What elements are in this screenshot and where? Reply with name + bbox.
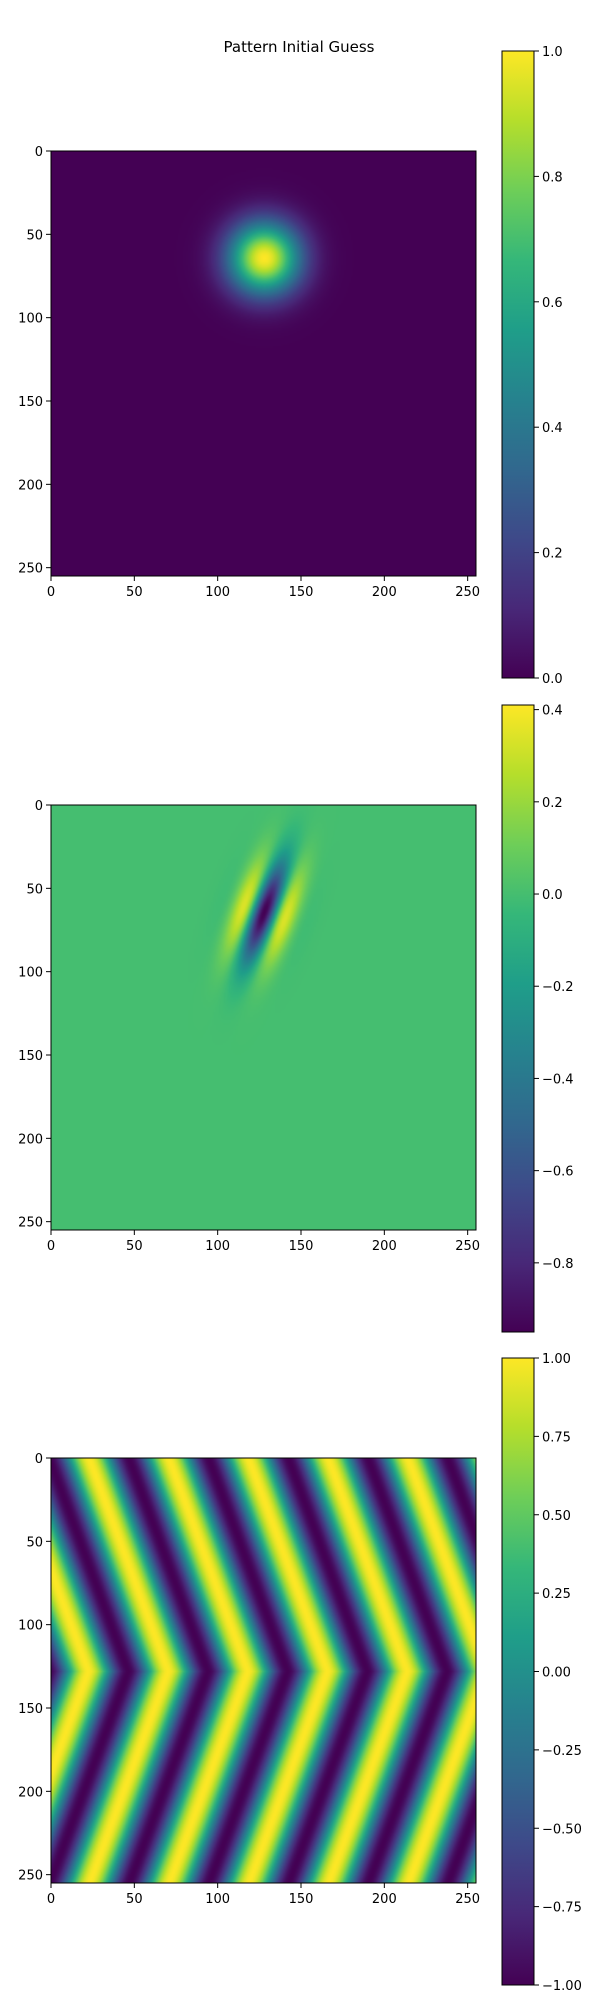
colorbar-tick-label: −0.6 — [542, 1165, 574, 1180]
x-tick-label: 50 — [126, 1892, 143, 1907]
colorbar: −0.8 −0.6 −0.4 −0.2 0.0 0.2 0.4 — [501, 704, 574, 1333]
heatmap-image — [51, 1458, 476, 1883]
colorbar-tick-label: 0.4 — [542, 704, 563, 719]
x-tick-label: 100 — [205, 1239, 230, 1254]
panel-2: 0 50 100 150 200 250050100150200250−0.8−0.6−0… — [18, 704, 574, 1333]
panel-1: 0 50 100 150 200 2500501001502002500.00.20.40… — [18, 45, 563, 687]
y-tick-label: 250 — [18, 1869, 43, 1884]
colorbar-tick-label: 0.6 — [542, 296, 563, 311]
colorbar-tick-label: 0.50 — [542, 1509, 571, 1524]
x-tick-label: 50 — [126, 585, 143, 600]
axes-frame — [50, 1457, 477, 1884]
colorbar-tick-label: 1.0 — [542, 45, 563, 60]
colorbar-tick-label: −0.8 — [542, 1257, 574, 1272]
x-tick-label: 0 — [47, 1239, 55, 1254]
y-tick-label: 50 — [26, 882, 43, 897]
colorbar-tick-label: 0.2 — [542, 547, 563, 562]
colorbar-tick-label: 0.4 — [542, 421, 563, 436]
x-tick-label: 150 — [289, 1239, 314, 1254]
x-tick-label: 200 — [372, 1892, 397, 1907]
y-tick-label: 0 — [35, 145, 43, 160]
colorbar-gradient — [502, 1358, 534, 1985]
colorbar: 0.0 0.2 0.4 0.6 0.8 1.0 — [501, 45, 563, 687]
y-tick-label: 50 — [26, 1535, 43, 1550]
x-tick-label: 100 — [205, 1892, 230, 1907]
y-tick-label: 200 — [18, 1132, 43, 1147]
colorbar-tick-label: 0.25 — [542, 1587, 571, 1602]
heatmap-image — [51, 151, 476, 576]
colorbar-tick-label: −0.75 — [542, 1901, 582, 1916]
colorbar-tick-label: −0.50 — [542, 1822, 582, 1837]
colorbar-tick-label: 0.0 — [542, 672, 563, 687]
y-tick-label: 150 — [18, 1702, 43, 1717]
x-tick-label: 150 — [289, 585, 314, 600]
x-tick-label: 50 — [126, 1239, 143, 1254]
colorbar: −1.00 −0.75 −0.50 −0.25 0.00 0.25 0.50 0.75 1.00 — [501, 1352, 582, 1994]
x-tick-label: 250 — [455, 1239, 480, 1254]
x-tick-label: 200 — [372, 1239, 397, 1254]
y-tick-label: 100 — [18, 966, 43, 981]
colorbar-tick-label: 0.8 — [542, 170, 563, 185]
colorbar-tick-label: 0.75 — [542, 1430, 571, 1445]
heatmap-image — [51, 805, 476, 1230]
y-tick-label: 200 — [18, 1785, 43, 1800]
colorbar-tick-label: 0.2 — [542, 796, 563, 811]
colorbar-tick-label: −0.4 — [542, 1072, 574, 1087]
panel-3: 0 50 100 150 200 250 0 50 100 150 200 250 −1.00 −0.75… — [18, 1352, 582, 1994]
y-tick-label: 100 — [18, 1619, 43, 1634]
colorbar-frame — [501, 50, 535, 679]
y-tick-label: 0 — [35, 799, 43, 814]
colorbar-gradient — [502, 705, 534, 1332]
y-tick-label: 250 — [18, 562, 43, 577]
figure-title: Pattern Initial Guess — [224, 38, 375, 56]
x-tick-label: 200 — [372, 585, 397, 600]
axes-frame — [50, 150, 477, 577]
axes-frame — [50, 804, 477, 1231]
y-tick-label: 250 — [18, 1216, 43, 1231]
x-tick-label: 150 — [289, 1892, 314, 1907]
y-tick-label: 50 — [26, 228, 43, 243]
y-tick-label: 150 — [18, 1049, 43, 1064]
x-tick-label: 0 — [47, 1892, 55, 1907]
x-tick-label: 100 — [205, 585, 230, 600]
colorbar-tick-label: 0.0 — [542, 888, 563, 903]
x-tick-label: 250 — [455, 585, 480, 600]
colorbar-tick-label: −1.00 — [542, 1979, 582, 1994]
colorbar-gradient — [502, 51, 534, 678]
colorbar-tick-label: 0.00 — [542, 1666, 571, 1681]
colorbar-tick-label: −0.2 — [542, 980, 574, 995]
colorbar-tick-label: −0.25 — [542, 1744, 582, 1759]
y-tick-label: 0 — [35, 1452, 43, 1467]
colorbar-frame — [501, 704, 535, 1333]
y-tick-label: 150 — [18, 395, 43, 410]
y-tick-label: 200 — [18, 478, 43, 493]
y-tick-label: 100 — [18, 312, 43, 327]
x-tick-label: 250 — [455, 1892, 480, 1907]
x-tick-label: 0 — [47, 585, 55, 600]
colorbar-tick-label: 1.00 — [542, 1352, 571, 1367]
panels: 0 50 100 150 200 2500501001502002500.00.20.40… — [18, 45, 582, 1994]
